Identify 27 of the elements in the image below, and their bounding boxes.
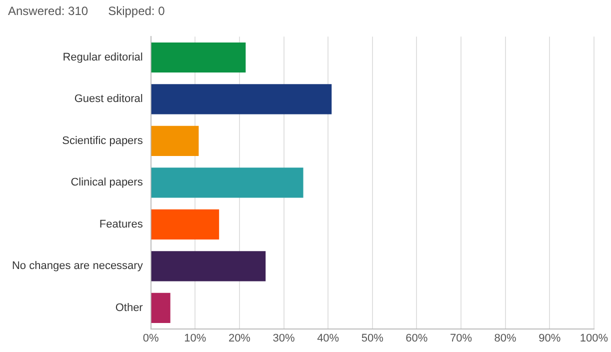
text: Answered: 310 [8, 4, 88, 18]
bar [151, 84, 332, 114]
x-tick-label: 20% [228, 332, 251, 344]
x-tick-label: 10% [184, 332, 206, 344]
x-tick-label: 60% [406, 332, 428, 344]
x-tick-label: 0% [142, 332, 160, 344]
text: Skipped: 0 [108, 4, 165, 18]
y-tick-label: No changes are necessary [12, 260, 144, 272]
bar [151, 209, 220, 240]
y-tick-label: Regular editorial [62, 52, 143, 64]
y-tick-label: Other [115, 302, 144, 314]
y-tick-label: Scientific papers [62, 134, 144, 147]
bar [151, 42, 246, 72]
x-tick-label: 80% [494, 332, 517, 344]
x-tick-label: 40% [317, 332, 340, 344]
y-tick-label: Clinical papers [70, 176, 144, 189]
x-tick-label: 100% [580, 332, 608, 344]
y-tick-label: Features [99, 218, 144, 230]
bar [151, 168, 304, 198]
bar [151, 251, 266, 282]
x-tick-label: 90% [538, 332, 561, 344]
x-tick-label: 30% [272, 332, 295, 344]
bar [151, 292, 170, 323]
x-tick-label: 70% [450, 332, 472, 344]
bar [151, 126, 199, 156]
x-tick-label: 50% [361, 332, 384, 344]
y-tick-label: Guest editoral [74, 93, 143, 106]
